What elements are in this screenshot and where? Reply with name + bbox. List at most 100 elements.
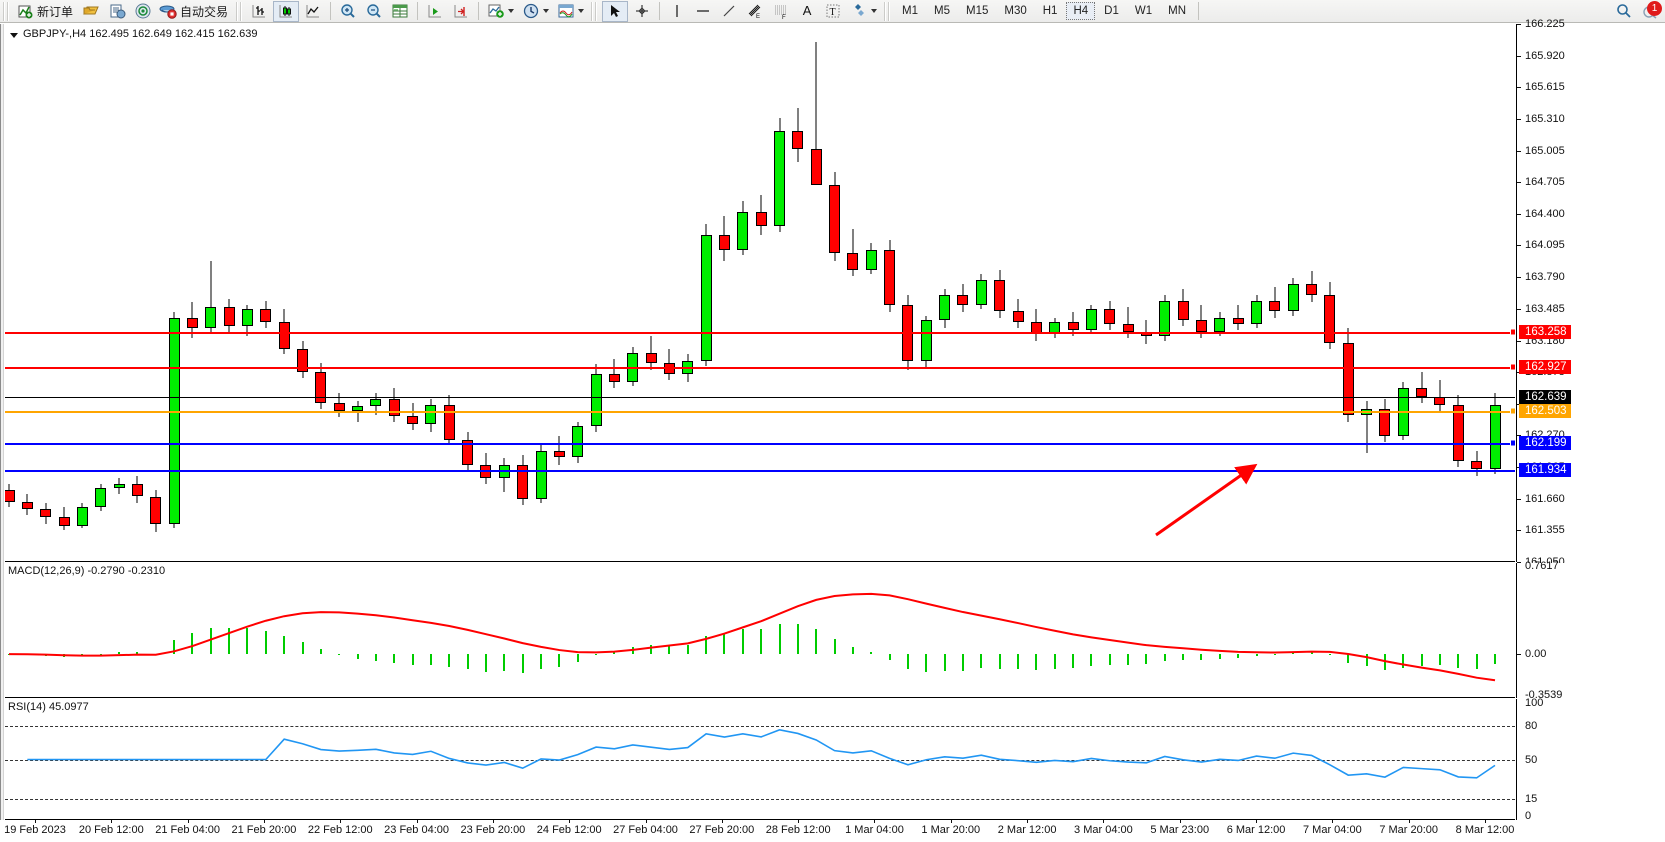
periods-button[interactable] xyxy=(519,1,552,22)
candle xyxy=(663,24,675,561)
auto-trading-button[interactable]: 自动交易 xyxy=(157,1,232,22)
macd-histogram-bar xyxy=(998,654,1001,669)
timeframe-m5[interactable]: M5 xyxy=(934,5,950,17)
candle xyxy=(792,24,804,561)
candle-body xyxy=(1342,342,1354,416)
toolbar-grip-4[interactable] xyxy=(884,1,892,21)
cursor-tool-button[interactable] xyxy=(602,0,629,22)
timeframe-h4[interactable]: H4 xyxy=(1066,2,1096,20)
data-window-button[interactable] xyxy=(388,1,412,22)
candle xyxy=(1342,24,1354,561)
signals-button[interactable] xyxy=(131,1,155,22)
line-chart-button[interactable] xyxy=(301,1,325,22)
crosshair-tool-button[interactable] xyxy=(630,1,654,22)
macd-histogram-bar xyxy=(833,638,836,655)
indicators-button[interactable] xyxy=(484,1,517,22)
shapes-tool-button[interactable] xyxy=(847,1,880,22)
macd-pane[interactable]: MACD(12,26,9) -0.2790 -0.2310 xyxy=(5,563,1515,698)
rsi-grid-line xyxy=(5,725,1515,727)
templates-button[interactable] xyxy=(554,1,587,22)
crosshair-icon xyxy=(633,2,651,20)
vertical-line-tool-button[interactable] xyxy=(665,1,689,22)
chart-menu-caret-icon[interactable] xyxy=(10,33,18,38)
line-drag-handle[interactable] xyxy=(1510,407,1515,415)
cursor-icon xyxy=(606,2,624,20)
price-scale[interactable]: 166.225 165.920 165.615 165.310 165.005 164.7… xyxy=(1516,18,1665,568)
rsi-scale[interactable]: 100 80 50 15 0 xyxy=(1516,697,1665,822)
toolbar-grip-2[interactable] xyxy=(236,1,244,21)
price-pane[interactable]: GBPJPY-,H4 162.495 162.649 162.415 162.6… xyxy=(5,24,1515,562)
trend-arrow-annotation[interactable] xyxy=(1150,459,1270,549)
macd-histogram-bar xyxy=(503,654,506,672)
market-watch-button[interactable] xyxy=(105,1,129,22)
toolbar-grip-3[interactable] xyxy=(591,1,599,21)
rsi-pane[interactable]: RSI(14) 45.0977 xyxy=(5,699,1515,820)
new-order-button[interactable]: 新订单 xyxy=(14,1,77,22)
macd-histogram-bar xyxy=(173,640,176,655)
candlestick-chart-button[interactable] xyxy=(273,0,300,22)
candle xyxy=(352,24,364,561)
zoom-out-button[interactable] xyxy=(362,1,386,22)
toolbar-grip[interactable] xyxy=(3,1,10,21)
text-tool-button[interactable]: A xyxy=(795,1,819,22)
time-tick-mark xyxy=(1408,820,1410,823)
candle-body xyxy=(1489,405,1501,470)
macd-scale[interactable]: 0.7617 0.00 -0.3539 xyxy=(1516,560,1665,701)
trendline-icon xyxy=(720,2,738,20)
macd-histogram-bar xyxy=(888,654,891,661)
notification-bell-icon[interactable]: 1 xyxy=(1641,1,1662,20)
bar-chart-button[interactable] xyxy=(247,1,271,22)
horizontal-line-tool-button[interactable] xyxy=(691,1,715,22)
time-tick-label: 23 Feb 04:00 xyxy=(384,824,449,836)
equidistant-channel-button[interactable]: E xyxy=(743,1,767,22)
candle xyxy=(1471,24,1483,561)
search-icon[interactable] xyxy=(1615,2,1633,20)
timeframe-m15[interactable]: M15 xyxy=(966,5,989,17)
macd-histogram-bar xyxy=(1182,654,1185,660)
chart-shift-button[interactable] xyxy=(449,1,473,22)
macd-histogram-bar xyxy=(448,654,451,667)
time-tick-label: 23 Feb 20:00 xyxy=(460,824,526,836)
macd-histogram-bar xyxy=(906,654,909,670)
macd-histogram-bar xyxy=(1053,654,1056,669)
macd-histogram-bar xyxy=(1163,654,1166,661)
toolbar-separator-4 xyxy=(659,2,661,20)
candle-body xyxy=(388,398,400,417)
candle-body xyxy=(847,253,859,270)
macd-histogram-bar xyxy=(723,632,726,655)
line-drag-handle[interactable] xyxy=(1510,439,1515,447)
timeframe-m1[interactable]: M1 xyxy=(902,5,919,17)
expert-advisors-button[interactable] xyxy=(79,1,103,22)
timeframe-d1[interactable]: D1 xyxy=(1104,5,1119,17)
toolbar-separator-2 xyxy=(417,2,419,20)
fibonacci-tool-button[interactable]: F xyxy=(769,1,793,22)
horizontal-line-icon xyxy=(694,2,712,20)
line-stroke xyxy=(5,396,1515,398)
candle xyxy=(1379,24,1391,561)
timeframe-w1[interactable]: W1 xyxy=(1134,5,1153,17)
time-tick-label: 6 Mar 12:00 xyxy=(1226,824,1286,836)
candle-body xyxy=(737,211,749,251)
line-drag-handle[interactable] xyxy=(1510,363,1515,371)
new-order-icon xyxy=(16,2,34,20)
timeframe-mn[interactable]: MN xyxy=(1168,5,1186,17)
zoom-in-button[interactable] xyxy=(336,1,360,22)
line-stroke xyxy=(5,470,1515,473)
zoom-in-icon xyxy=(339,2,357,20)
toolbar-separator xyxy=(330,2,332,20)
macd-histogram-bar xyxy=(961,654,964,671)
macd-histogram-bar xyxy=(705,636,708,655)
rsi-line xyxy=(27,729,1496,779)
timeframe-h1[interactable]: H1 xyxy=(1042,5,1058,17)
price-label-resistance-2: 163.258 xyxy=(1519,325,1571,340)
auto-scroll-button[interactable] xyxy=(423,1,447,22)
time-scale[interactable]: 19 Feb 2023 20 Feb 12:00 21 Feb 04:00 21 Fe… xyxy=(0,820,1665,842)
line-stroke xyxy=(5,410,1515,413)
timeframe-m30[interactable]: M30 xyxy=(1004,5,1027,17)
line-drag-handle[interactable] xyxy=(1510,328,1515,336)
macd-histogram-bar xyxy=(1017,654,1019,670)
trendline-tool-button[interactable] xyxy=(717,1,741,22)
label-tool-button[interactable]: T xyxy=(821,1,845,22)
candle-body xyxy=(5,490,15,502)
candle xyxy=(5,24,15,561)
